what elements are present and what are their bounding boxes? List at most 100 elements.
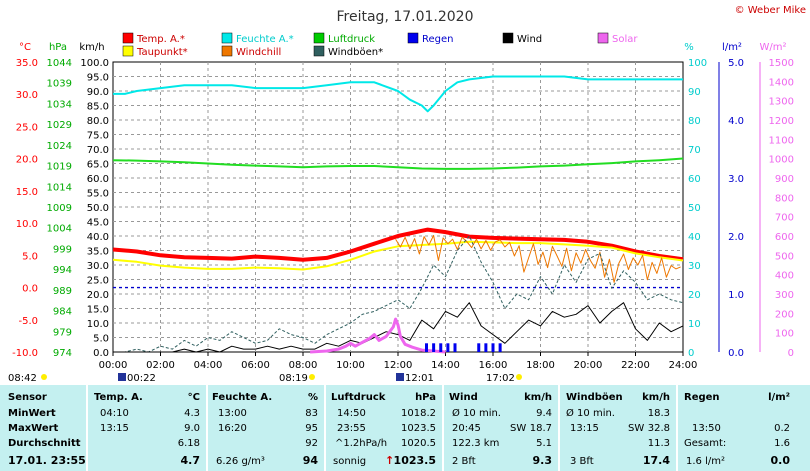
rain-tick-label: 0.0 [728,348,744,359]
wind-tick-label: 70.0 [87,145,109,156]
humidity-tick-label: 20 [688,290,701,301]
pressure-tick-label: 984 [53,307,72,318]
pressure-value: 1020.5 [401,438,436,449]
wind-tick-label: 55.0 [87,189,109,200]
x-tick-label: 10:00 [336,360,365,371]
chart-title: Freitag, 17.01.2020 [337,9,474,25]
humidity-tick-label: 100 [688,58,707,69]
pressure-tick-label: 1019 [47,162,72,173]
gust-unit-header: km/h [642,392,670,403]
x-tick-label: 02:00 [146,360,175,371]
temp-time: 13:15 [100,423,129,434]
rain-axis-unit: l/m² [722,42,742,53]
temp-axis-unit: °C [19,42,31,53]
pressure-trend-arrow-icon: ↑ [385,454,395,467]
rain-bar [484,343,488,352]
solar-tick-label: 800 [775,193,794,204]
temp-header: Temp. A. [94,392,143,403]
solar-tick-label: 700 [775,213,794,224]
pressure-tick-label: 979 [53,327,72,338]
series-line-temp-a [112,227,684,262]
gust-direction: SW [628,423,645,434]
temp-tick-label: 5.0 [22,251,38,262]
legend-label: Temp. A.* [136,34,185,45]
series-line-solar [310,317,446,354]
x-tick-label: 06:00 [241,360,270,371]
legend-label: Solar [612,34,638,45]
humidity-value: 83 [305,408,318,419]
x-tick-label: 20:00 [574,360,603,371]
temp-value: 4.3 [184,408,200,419]
pressure-unit-header: hPa [415,392,436,403]
pressure-tick-label: 1029 [47,120,72,131]
axis-units: °C hPa km/h % l/m² W/m² [19,42,787,53]
rain-header: Regen [684,392,720,403]
humidity-tick-label: 40 [688,232,701,243]
rain-bar [425,343,428,352]
humidity-tick-label: 80 [688,116,701,127]
solar-tick-label: 600 [775,232,794,243]
pressure-time: 14:50 [337,408,366,419]
legend: Temp. A.* Feuchte A.* Luftdruck Regen Wind So… [122,32,638,58]
series-line-feuchte-a [113,75,683,113]
solar-tick-label: 1400 [769,77,794,88]
sun-icon [41,374,47,380]
humidity-tick-label: 50 [688,203,701,214]
temp-value: 9.0 [184,423,200,434]
rain-unit-header: l/m² [768,392,790,403]
x-tick-label: 12:00 [384,360,413,371]
wind-header: Wind [449,392,478,403]
rain-bar [453,343,457,352]
wind-tick-label: 50.0 [87,203,109,214]
legend-swatch [122,32,134,44]
wind-detail: Ø 10 min. [452,408,501,419]
gust-value: 11.3 [647,438,670,449]
current-rain: 0.0 [770,454,791,467]
pressure-tick-label: 1039 [47,79,72,90]
gust-value: 18.3 [647,408,670,419]
rain-tick-label: 3.0 [728,174,744,185]
rain-bar [439,343,443,352]
solar-tick-label: 300 [775,290,794,301]
row-label: Durchschnitt [8,438,81,449]
column-separator [558,385,560,471]
column-separator [206,385,208,471]
wind-tick-label: 40.0 [87,232,109,243]
wind-tick-label: 85.0 [87,102,109,113]
wind-tick-label: 25.0 [87,276,109,287]
x-tick-label: 18:00 [526,360,555,371]
wind-axis-unit: km/h [79,42,104,53]
temp-time: 04:10 [100,408,129,419]
pressure-header: Luftdruck [331,392,386,403]
column-separator [86,385,88,471]
humidity-tick-label: 0 [688,348,694,359]
legend-swatch [221,45,233,57]
series-line-wind [113,302,684,353]
pressure-time: 23:55 [337,423,366,434]
rain-detail: 13:50 [692,423,721,434]
temp-tick-label: 25.0 [16,122,38,133]
sun-moon-markers: 08:42 00:22 08:19 12:01 17:02 [8,373,522,384]
humidity-tick-label: 70 [688,145,701,156]
column-separator [442,385,444,471]
current-weather: sonnig [333,456,367,467]
temp-tick-label: 20.0 [16,155,38,166]
pressure-tick-label: 1024 [47,141,72,152]
humidity-header: Feuchte A. [212,392,273,403]
sunrise-time-label: 08:19 [279,373,308,384]
wind-tick-label: 20.0 [87,290,109,301]
rain-value: 0.2 [774,423,790,434]
wind-tick-label: 35.0 [87,247,109,258]
rain-tick-label: 2.0 [728,232,744,243]
legend-swatch [313,32,325,44]
solar-tick-label: 200 [775,309,794,320]
pressure-tick-label: 1009 [47,203,72,214]
wind-distance: 122.3 km [452,438,500,449]
pressure-tick-label: 989 [53,286,72,297]
wind-direction: SW [510,423,527,434]
wind-detail: 20:45 [452,423,481,434]
solar-tick-label: 1000 [769,155,794,166]
legend-label: Taupunkt* [136,47,188,58]
solar-tick-label: 1500 [769,58,794,69]
wind-unit-header: km/h [524,392,552,403]
